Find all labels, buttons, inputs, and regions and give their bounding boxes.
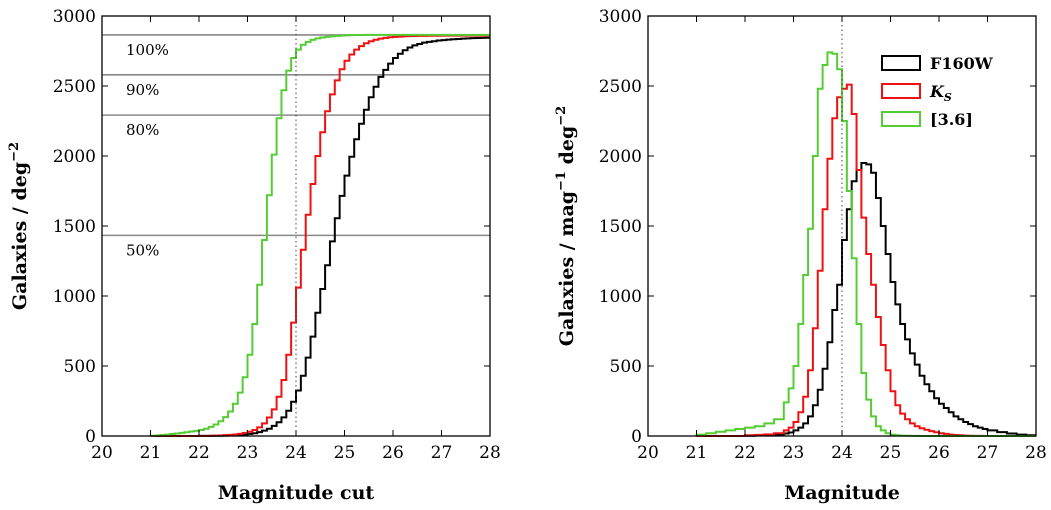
- left-x-tick-label: 23: [237, 443, 259, 463]
- left-series-ks: [150, 34, 490, 437]
- right-y-tick-label: 3000: [599, 7, 642, 27]
- left-x-tick-label: 24: [285, 443, 307, 463]
- right-series-group: [695, 51, 1036, 437]
- percentile-label-50: 50%: [126, 241, 159, 259]
- left-y-tick-label: 1000: [53, 287, 96, 307]
- left-panel: 100% 90% 80% 50% 20 21 22 23 24 25 26 27 28 0 500 100…: [7, 7, 501, 504]
- left-x-tick-label: 25: [334, 443, 356, 463]
- percentile-label-90: 90%: [126, 81, 159, 99]
- right-x-tick-label: 25: [880, 443, 902, 463]
- right-x-tick-label: 20: [637, 443, 659, 463]
- left-x-tick-label: 20: [91, 443, 113, 463]
- right-y-tick-label: 2000: [599, 147, 642, 167]
- right-y-tick-label: 0: [631, 427, 642, 447]
- left-y-ticks: 0 500 1000 1500 2000 2500 3000: [53, 7, 490, 447]
- right-x-tick-label: 26: [928, 443, 950, 463]
- legend-swatch-irac: [881, 111, 921, 127]
- left-x-tick-label: 27: [431, 443, 453, 463]
- right-x-tick-label: 27: [977, 443, 999, 463]
- left-y-tick-label: 500: [64, 357, 96, 377]
- right-y-tick-label: 1500: [599, 217, 642, 237]
- right-x-tick-label: 23: [783, 443, 805, 463]
- left-x-tick-label: 28: [479, 443, 501, 463]
- right-y-tick-label: 2500: [599, 77, 642, 97]
- legend-swatch-ks: [881, 83, 921, 99]
- left-y-axis-label: Galaxies / deg−2: [7, 142, 31, 310]
- left-series-group: [149, 33, 490, 437]
- legend-label-irac: [3.6]: [930, 110, 973, 129]
- left-y-tick-label: 2000: [53, 147, 96, 167]
- left-series-f160w: [150, 36, 490, 437]
- left-x-tick-label: 21: [140, 443, 162, 463]
- legend-label-f160w: F160W: [930, 54, 994, 73]
- left-y-tick-label: 2500: [53, 77, 96, 97]
- right-x-axis-label: Magnitude: [784, 482, 900, 504]
- right-y-tick-label: 500: [610, 357, 642, 377]
- right-x-tick-label: 21: [686, 443, 708, 463]
- percentile-label-80: 80%: [126, 121, 159, 139]
- right-panel: 20 21 22 23 24 25 26 27 28 0 500 1000 1500 2000 2500 3…: [554, 7, 1047, 504]
- legend-swatch-f160w: [881, 55, 921, 71]
- left-x-tick-label: 26: [382, 443, 404, 463]
- percentile-label-100: 100%: [126, 41, 169, 59]
- left-y-tick-label: 0: [85, 427, 96, 447]
- left-y-tick-label: 3000: [53, 7, 96, 27]
- right-x-tick-label: 22: [734, 443, 756, 463]
- left-y-tick-label: 1500: [53, 217, 96, 237]
- right-x-ticks: 20 21 22 23 24 25 26 27 28: [637, 16, 1047, 463]
- left-x-tick-label: 22: [188, 443, 210, 463]
- legend: F160W KS [3.6]: [881, 54, 994, 129]
- right-y-tick-label: 1000: [599, 287, 642, 307]
- left-x-ticks: 20 21 22 23 24 25 26 27 28: [91, 16, 501, 463]
- right-y-axis-label: Galaxies / mag−1 deg−2: [554, 106, 578, 346]
- legend-label-ks: KS: [929, 82, 952, 104]
- right-x-tick-label: 28: [1025, 443, 1047, 463]
- right-x-tick-label: 24: [831, 443, 853, 463]
- right-y-ticks: 0 500 1000 1500 2000 2500 3000: [599, 7, 1036, 447]
- left-x-axis-label: Magnitude cut: [218, 482, 375, 504]
- left-series-36: [149, 33, 490, 437]
